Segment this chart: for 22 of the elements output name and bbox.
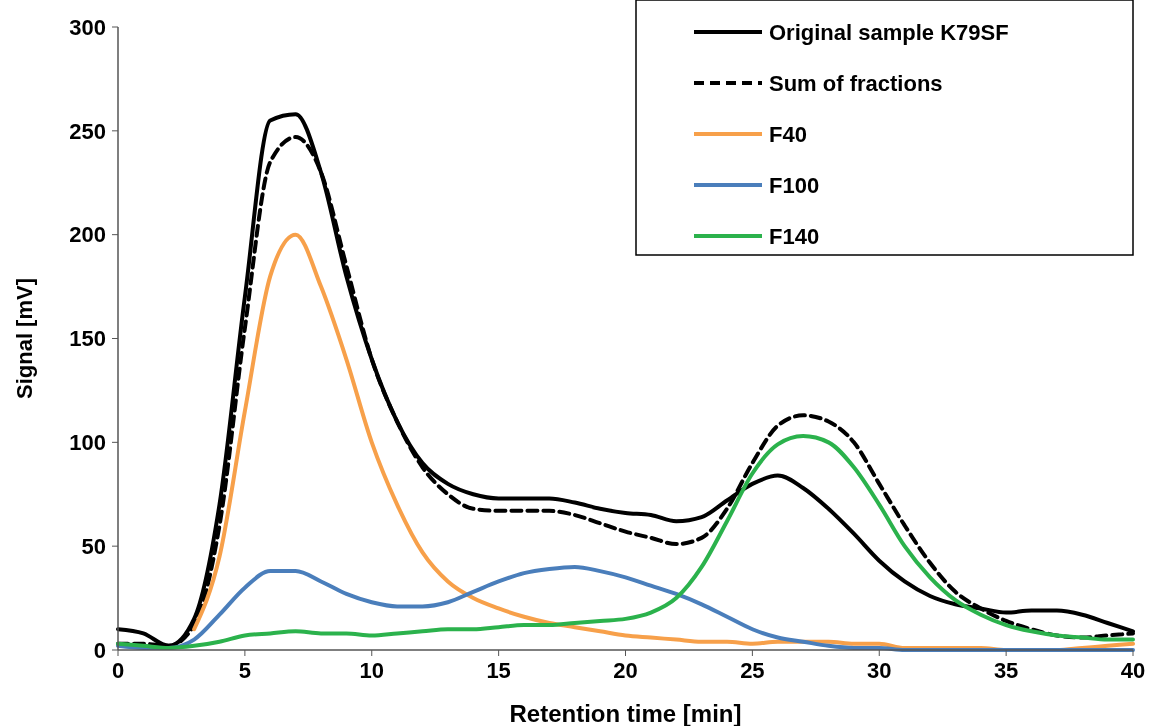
y-tick-label: 250 — [69, 118, 106, 144]
x-tick-label: 10 — [359, 658, 384, 683]
x-tick-label: 15 — [486, 658, 511, 683]
x-tick-label: 40 — [1120, 658, 1146, 683]
x-tick-label: 30 — [867, 658, 892, 683]
x-tick-label: 35 — [993, 658, 1019, 683]
x-tick-label: 20 — [613, 658, 638, 683]
y-tick-label: 150 — [69, 326, 106, 352]
y-tick-label: 0 — [93, 637, 106, 663]
legend-label: Original sample K79SF — [769, 19, 1009, 45]
y-axis-title: Signal [mV] — [12, 277, 37, 400]
x-tick-label: 5 — [238, 658, 251, 683]
x-tick-label: 0 — [111, 658, 125, 683]
y-tick-label: 100 — [69, 430, 106, 456]
legend-label: F40 — [769, 121, 807, 147]
y-tick-label: 200 — [69, 222, 106, 248]
legend-label: F140 — [769, 223, 820, 249]
legend-label: F100 — [769, 172, 820, 198]
y-tick-label: 50 — [81, 533, 106, 559]
y-tick-label: 300 — [69, 14, 106, 40]
legend-label: Sum of fractions — [769, 70, 943, 96]
x-tick-label: 25 — [740, 658, 765, 683]
